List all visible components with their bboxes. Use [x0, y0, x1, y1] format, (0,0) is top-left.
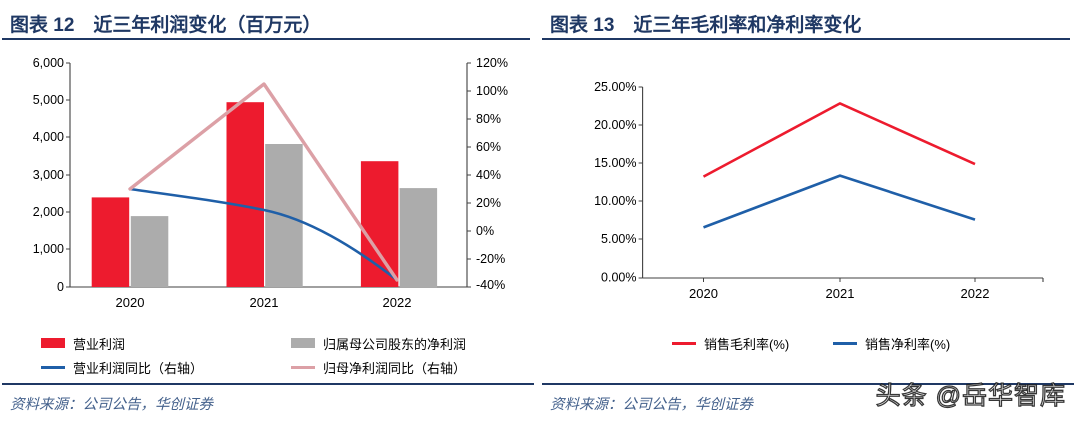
svg-text:2021: 2021 — [826, 286, 855, 301]
svg-text:1,000: 1,000 — [33, 242, 64, 256]
svg-text:20%: 20% — [476, 196, 501, 210]
svg-text:20.00%: 20.00% — [594, 118, 636, 132]
svg-text:2020: 2020 — [689, 286, 718, 301]
svg-text:25.00%: 25.00% — [594, 80, 636, 94]
svg-text:2022: 2022 — [383, 295, 412, 310]
svg-text:2020: 2020 — [116, 295, 145, 310]
svg-text:60%: 60% — [476, 140, 501, 154]
svg-text:80%: 80% — [476, 112, 501, 126]
svg-text:10.00%: 10.00% — [594, 194, 636, 208]
svg-text:100%: 100% — [476, 84, 508, 98]
svg-text:120%: 120% — [476, 56, 508, 70]
svg-text:2021: 2021 — [250, 295, 279, 310]
svg-text:15.00%: 15.00% — [594, 156, 636, 170]
svg-text:4,000: 4,000 — [33, 130, 64, 144]
svg-text:0.00%: 0.00% — [601, 271, 636, 285]
svg-text:-20%: -20% — [476, 252, 505, 266]
svg-text:2022: 2022 — [961, 286, 990, 301]
svg-text:6,000: 6,000 — [33, 56, 64, 70]
svg-text:3,000: 3,000 — [33, 168, 64, 182]
svg-text:-40%: -40% — [476, 278, 505, 292]
svg-text:2,000: 2,000 — [33, 205, 64, 219]
svg-text:5.00%: 5.00% — [601, 232, 636, 246]
svg-text:0%: 0% — [476, 224, 494, 238]
svg-text:40%: 40% — [476, 168, 501, 182]
svg-text:5,000: 5,000 — [33, 93, 64, 107]
svg-text:0: 0 — [57, 280, 64, 294]
